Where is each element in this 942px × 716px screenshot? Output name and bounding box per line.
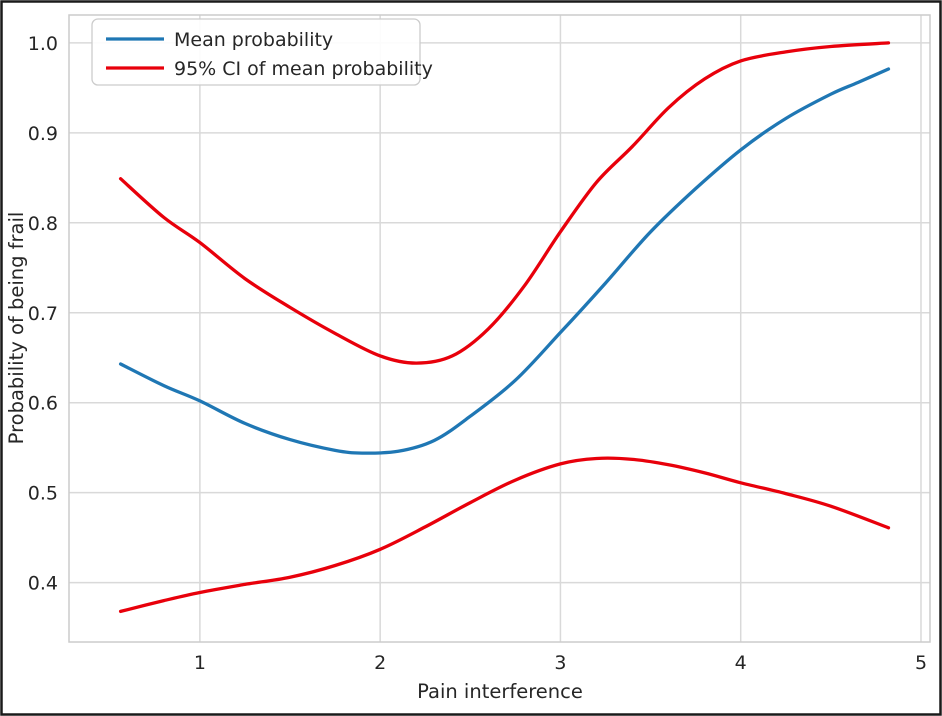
x-tick-label: 4	[735, 652, 747, 674]
legend-box	[91, 18, 421, 86]
x-tick-label: 5	[915, 652, 927, 674]
x-axis-label: Pain interference	[417, 680, 583, 703]
x-tick-label: 1	[194, 652, 206, 674]
y-axis-label: Probability of being frail	[5, 212, 28, 445]
y-tick-label: 0.4	[28, 573, 58, 595]
y-tick-labels: 0.4 0.5 0.6 0.7 0.8 0.9 1.0	[28, 33, 58, 595]
y-tick-label: 1.0	[28, 33, 58, 55]
y-tick-label: 0.5	[28, 483, 58, 505]
ci-lower-line	[118, 456, 891, 614]
series-lines	[118, 41, 891, 614]
y-tick-label: 0.8	[28, 213, 58, 235]
x-tick-label: 3	[554, 652, 566, 674]
ci-upper-line	[118, 41, 891, 365]
y-tick-label: 0.7	[28, 303, 58, 325]
plot-border	[68, 14, 931, 643]
y-tick-label: 0.9	[28, 123, 58, 145]
legend: Mean probability 95% CI of mean probabil…	[91, 18, 433, 86]
legend-label-ci: 95% CI of mean probability	[174, 58, 433, 80]
mean-line	[118, 67, 891, 455]
legend-label-mean: Mean probability	[174, 29, 333, 51]
x-tick-label: 2	[374, 652, 386, 674]
x-tick-labels: 1 2 3 4 5	[194, 652, 927, 674]
y-tick-label: 0.6	[28, 393, 58, 415]
